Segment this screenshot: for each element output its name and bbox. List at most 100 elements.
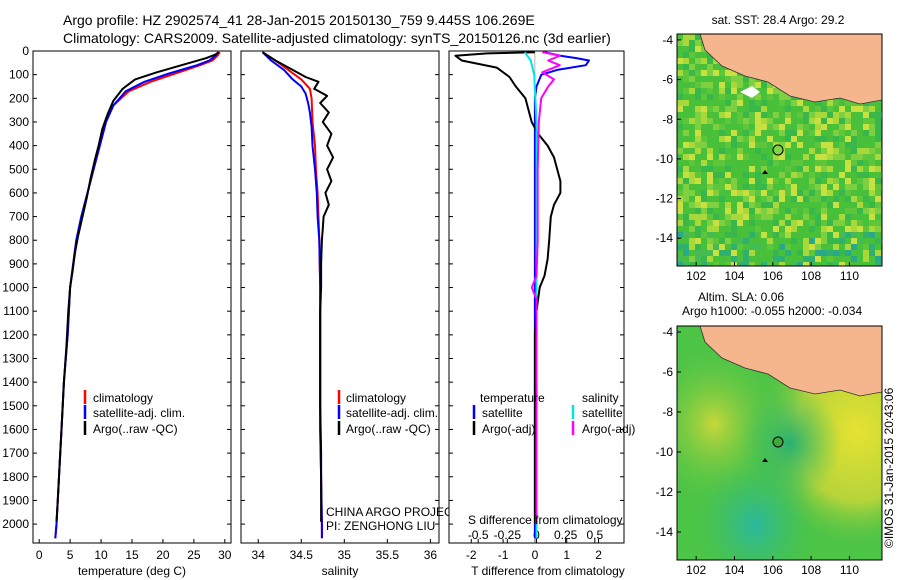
salinity-plot-frame: [240, 50, 440, 544]
sst-pixel: [683, 100, 689, 106]
sst-pixel: [749, 118, 755, 124]
sst-pixel: [827, 100, 833, 106]
sst-pixel: [755, 124, 761, 130]
sst-pixel: [791, 184, 797, 190]
x-tick-label: -2: [466, 548, 477, 562]
sst-pixel: [815, 106, 821, 112]
sst-pixel: [731, 76, 737, 82]
sst-pixel: [833, 100, 839, 106]
sst-pixel: [695, 256, 701, 262]
sst-pixel: [779, 262, 785, 266]
sst-pixel: [677, 256, 683, 262]
sst-pixel: [695, 172, 701, 178]
sst-pixel: [689, 238, 695, 244]
sst-pixel: [683, 190, 689, 196]
sst-pixel: [695, 118, 701, 124]
sst-pixel: [809, 256, 815, 262]
sst-pixel: [869, 244, 875, 250]
x-tick-label: 20: [156, 548, 170, 562]
sst-pixel: [827, 106, 833, 112]
sst-pixel: [707, 220, 713, 226]
sst-pixel: [707, 64, 713, 70]
sst-pixel: [707, 94, 713, 100]
sst-pixel: [725, 118, 731, 124]
sst-pixel: [695, 124, 701, 130]
sst-pixel: [845, 166, 851, 172]
sst-pixel: [839, 112, 845, 118]
sst-pixel: [743, 154, 749, 160]
sst-pixel: [743, 262, 749, 266]
sst-pixel: [791, 130, 797, 136]
sst-pixel: [695, 250, 701, 256]
sst-pixel: [713, 214, 719, 220]
x-tick-label: 10: [94, 548, 108, 562]
sst-pixel: [821, 202, 827, 208]
sst-pixel: [677, 232, 683, 238]
sst-pixel: [707, 148, 713, 154]
sst-pixel: [773, 250, 779, 256]
sst-pixel: [749, 76, 755, 82]
sst-pixel: [869, 124, 875, 130]
sst-pixel: [797, 160, 803, 166]
sst-pixel: [869, 250, 875, 256]
sst-pixel: [821, 226, 827, 232]
sst-pixel: [689, 118, 695, 124]
sst-pixel: [779, 130, 785, 136]
sst-pixel: [695, 82, 701, 88]
sst-pixel: [791, 190, 797, 196]
sst-pixel: [767, 208, 773, 214]
sst-pixel: [791, 226, 797, 232]
sst-pixel: [821, 190, 827, 196]
map-y-tick-label: -10: [656, 152, 674, 166]
sst-pixel: [719, 88, 725, 94]
sst-pixel: [713, 220, 719, 226]
sst-pixel: [869, 208, 875, 214]
sst-pixel: [785, 184, 791, 190]
sst-pixel: [767, 196, 773, 202]
sst-pixel: [731, 214, 737, 220]
sst-pixel: [743, 112, 749, 118]
sst-pixel: [761, 232, 767, 238]
sst-pixel: [767, 160, 773, 166]
header-line-2: Climatology: CARS2009. Satellite-adjuste…: [63, 30, 611, 46]
sst-pixel: [731, 106, 737, 112]
salinity-x-axis: 34 34.5 35 35.5 36: [252, 539, 437, 562]
sst-pixel: [755, 112, 761, 118]
sst-pixel: [731, 250, 737, 256]
sst-pixel: [719, 244, 725, 250]
sst-pixel: [875, 208, 881, 214]
sst-pixel: [857, 154, 863, 160]
sst-pixel: [719, 112, 725, 118]
y-tick-label: 1500: [2, 399, 29, 413]
sst-map: sat. SST: 28.4 Argo: 29.2 102 104 106 108 11…: [656, 13, 883, 283]
sst-pixel: [785, 142, 791, 148]
sst-pixel: [749, 190, 755, 196]
sst-pixel: [857, 148, 863, 154]
sst-pixel: [815, 154, 821, 160]
sst-pixel: [689, 76, 695, 82]
sst-pixel: [737, 82, 743, 88]
sst-pixel: [743, 124, 749, 130]
x-tick-label: 30: [218, 548, 232, 562]
sst-pixel: [749, 232, 755, 238]
legend-sal-satellite: satellite: [582, 406, 623, 420]
sst-pixel: [863, 232, 869, 238]
sst-pixel: [755, 208, 761, 214]
sst-pixel: [797, 112, 803, 118]
sst-pixel: [707, 178, 713, 184]
sst-pixel: [845, 124, 851, 130]
sst-pixel: [683, 196, 689, 202]
sst-pixel: [731, 190, 737, 196]
sst-map-axes: 102 104 106 108 110 -4 -6 -8 -10 -12 -14: [656, 33, 860, 283]
legend-argo: Argo(..raw -QC): [346, 422, 431, 436]
sst-pixel: [737, 100, 743, 106]
sst-pixel: [851, 166, 857, 172]
sst-pixel: [857, 238, 863, 244]
sst-pixel: [761, 190, 767, 196]
sst-pixel: [815, 142, 821, 148]
sst-pixel: [857, 172, 863, 178]
sst-pixel: [695, 70, 701, 76]
sst-pixel: [767, 262, 773, 266]
sst-pixel: [803, 118, 809, 124]
sst-pixel: [761, 106, 767, 112]
